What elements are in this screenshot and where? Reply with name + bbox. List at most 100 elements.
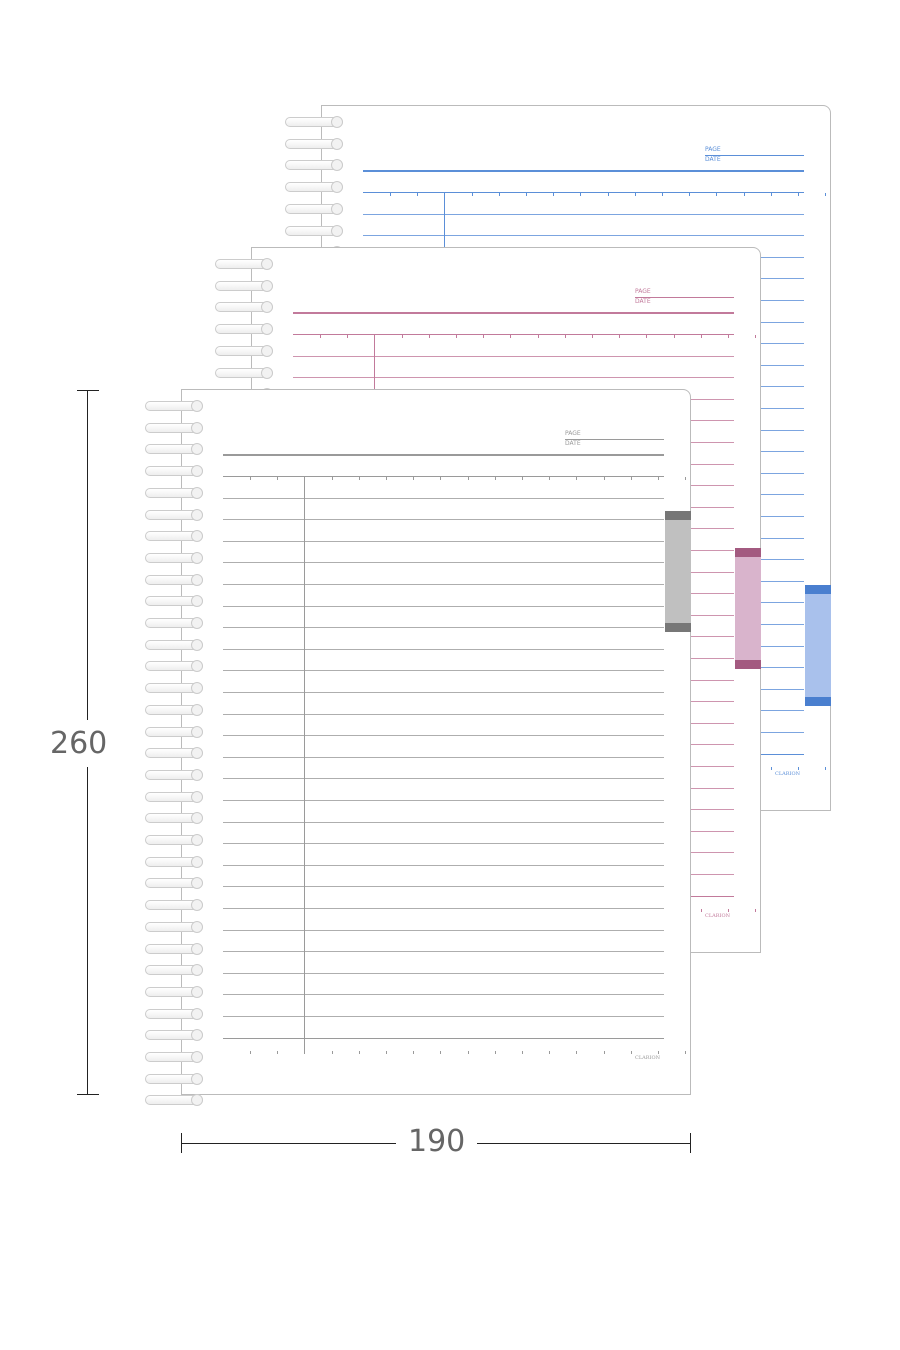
- page-label-line: [565, 439, 664, 440]
- spiral-ring: [145, 899, 203, 912]
- spiral-ring: [145, 877, 203, 890]
- ruler-tick: [607, 193, 609, 196]
- ruler-tick: [798, 193, 799, 196]
- ruler-tick: [564, 335, 566, 338]
- date-label: DATE: [565, 440, 581, 447]
- ruler-tick: [658, 477, 659, 480]
- ruled-line: [223, 778, 664, 780]
- page-label-line: [635, 297, 734, 298]
- ruler-tick: [277, 1051, 279, 1054]
- ruler-tick: [358, 1051, 360, 1054]
- top-rule: [223, 476, 664, 477]
- spiral-ring: [215, 258, 273, 270]
- ruled-line: [223, 1016, 664, 1017]
- spiral-ring: [145, 725, 203, 738]
- ruler-tick: [467, 1051, 469, 1054]
- header-rule: [293, 312, 734, 314]
- ruler-tick: [277, 477, 279, 480]
- spiral-ring: [285, 137, 343, 150]
- spiral-ring: [145, 834, 203, 846]
- ruled-line: [223, 519, 664, 521]
- spiral-ring: [145, 465, 203, 478]
- ruled-line: [223, 540, 664, 542]
- ruler-tick: [770, 193, 772, 196]
- ruler-tick: [825, 767, 827, 770]
- spiral-ring: [285, 159, 343, 172]
- ruler-tick: [634, 193, 636, 196]
- ruler-tick: [494, 477, 496, 480]
- ruler-tick: [471, 193, 473, 196]
- ruler-tick: [522, 477, 523, 480]
- spiral-ring: [145, 573, 203, 586]
- ruler-tick: [331, 1051, 333, 1054]
- ruler-tick: [603, 1051, 605, 1054]
- ruler-tick: [798, 767, 799, 770]
- ruler-tick: [685, 1051, 687, 1054]
- ruled-line: [223, 756, 664, 758]
- ruler-tick: [386, 1051, 387, 1054]
- ruler-tick: [755, 909, 757, 912]
- ruler-tick: [483, 335, 485, 338]
- ruler-tick: [498, 193, 500, 196]
- ruler-tick: [510, 335, 512, 338]
- tab-edge: [665, 623, 691, 632]
- margin-line: [304, 476, 305, 1053]
- ruler-tick: [592, 335, 593, 338]
- spiral-ring: [145, 1094, 203, 1107]
- ruled-line: [223, 605, 664, 607]
- top-rule: [363, 192, 804, 193]
- index-tab: [665, 511, 691, 632]
- ruler-tick: [250, 477, 251, 480]
- ruled-line: [223, 497, 664, 499]
- ruled-line: [223, 800, 664, 801]
- spiral-ring: [145, 421, 203, 434]
- ruler-tick: [428, 335, 430, 338]
- spiral-ring: [145, 530, 203, 543]
- spiral-ring: [285, 181, 343, 194]
- ruled-line: [223, 821, 664, 823]
- ruled-line: [223, 1037, 664, 1039]
- ruler-tick: [576, 477, 578, 480]
- notebook-page-gray: PAGE DATE CLARION: [181, 389, 691, 1095]
- tab-edge: [735, 660, 761, 669]
- ruled-line: [223, 864, 664, 866]
- ruled-line: [223, 929, 664, 931]
- ruler-tick: [386, 477, 387, 480]
- date-label: DATE: [635, 298, 651, 305]
- ruled-line: [223, 562, 664, 564]
- brand-logo: CLARION: [775, 771, 800, 777]
- ruler-tick: [549, 1051, 551, 1054]
- ruler-tick: [576, 1051, 578, 1054]
- ruler-tick: [347, 335, 349, 338]
- ruler-tick: [440, 1051, 442, 1054]
- brand-logo: CLARION: [635, 1055, 660, 1061]
- width-dimension-label: 190: [396, 1124, 478, 1159]
- spiral-ring: [145, 682, 203, 695]
- ruler-tick: [549, 477, 551, 480]
- ruled-line: [293, 355, 734, 357]
- ruler-tick: [390, 193, 391, 196]
- ruler-tick: [673, 335, 675, 338]
- ruler-tick: [646, 335, 648, 338]
- spiral-ring: [285, 224, 343, 237]
- spiral-ring: [145, 508, 203, 521]
- tab-edge: [665, 511, 691, 520]
- spiral-ring: [145, 617, 203, 629]
- tab-edge: [805, 585, 831, 594]
- ruler-tick: [700, 335, 702, 338]
- spiral-ring: [145, 1051, 203, 1063]
- spiral-ring: [145, 812, 203, 825]
- ruler-tick: [689, 193, 691, 196]
- spiral-ring: [145, 747, 203, 760]
- spiral-ring: [215, 366, 273, 379]
- ruled-line: [223, 843, 664, 845]
- spiral-ring: [145, 1029, 203, 1042]
- spiral-ring: [215, 279, 273, 292]
- ruler-tick: [755, 335, 757, 338]
- ruler-tick: [728, 909, 729, 912]
- ruled-line: [363, 213, 804, 215]
- spiral-ring: [145, 964, 203, 977]
- width-dimension-cap-right: [690, 1133, 691, 1153]
- date-label: DATE: [705, 156, 721, 163]
- spiral-ring: [215, 323, 273, 336]
